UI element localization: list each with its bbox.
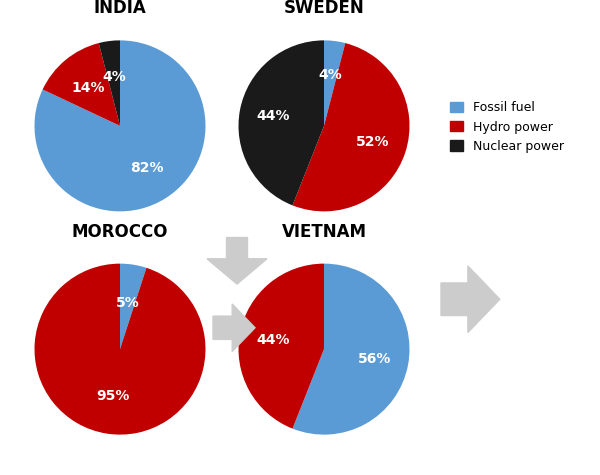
Title: VIETNAM: VIETNAM (281, 223, 367, 241)
Wedge shape (35, 264, 205, 435)
Title: INDIA: INDIA (94, 0, 146, 18)
Wedge shape (120, 264, 146, 349)
Text: 52%: 52% (356, 135, 389, 149)
Text: 56%: 56% (358, 352, 391, 366)
Text: 82%: 82% (130, 161, 163, 175)
Text: 95%: 95% (96, 389, 130, 403)
Wedge shape (35, 40, 205, 211)
Wedge shape (293, 43, 409, 211)
Wedge shape (43, 43, 120, 126)
Wedge shape (239, 40, 324, 205)
Text: 4%: 4% (319, 68, 343, 82)
Text: 44%: 44% (257, 332, 290, 346)
Wedge shape (239, 264, 324, 428)
Text: 4%: 4% (102, 70, 125, 84)
Text: 5%: 5% (115, 295, 139, 310)
Title: SWEDEN: SWEDEN (284, 0, 364, 18)
Legend: Fossil fuel, Hydro power, Nuclear power: Fossil fuel, Hydro power, Nuclear power (450, 101, 564, 153)
Wedge shape (324, 40, 345, 126)
Wedge shape (293, 264, 409, 435)
Text: 44%: 44% (257, 109, 290, 123)
Title: MOROCCO: MOROCCO (72, 223, 168, 241)
Wedge shape (99, 40, 120, 126)
Text: 14%: 14% (71, 81, 105, 95)
